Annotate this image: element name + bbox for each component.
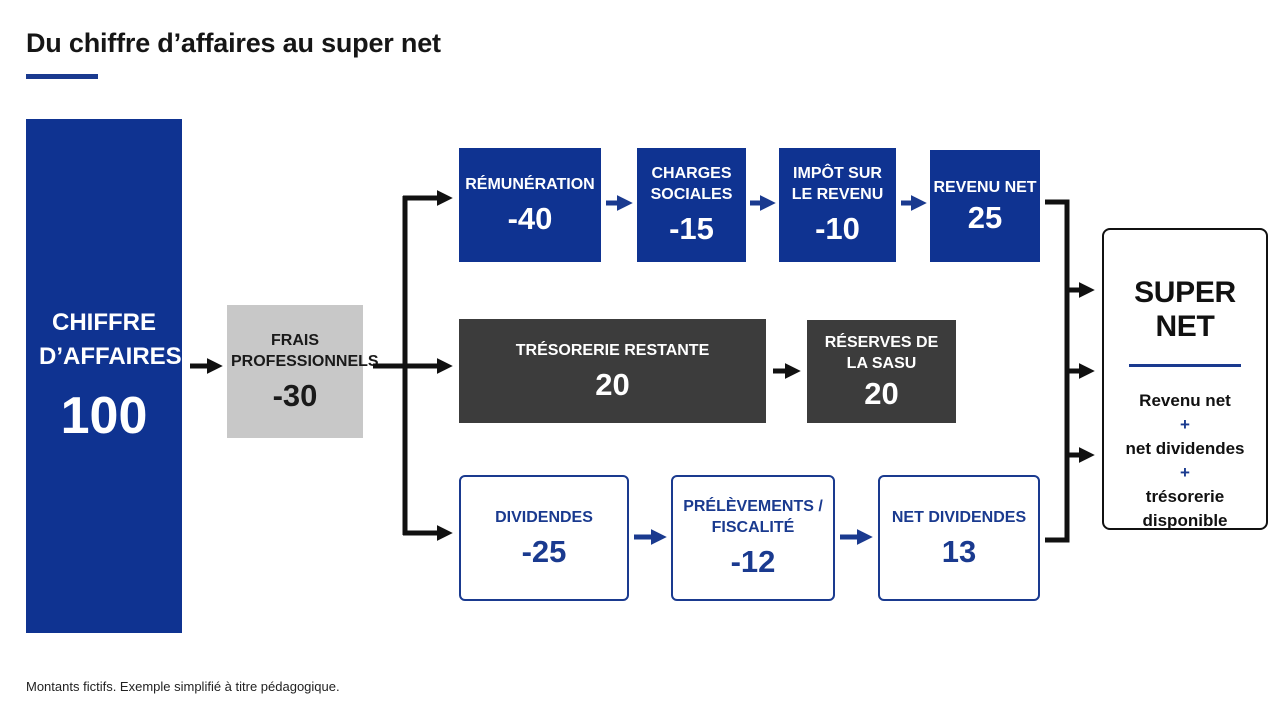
- dividendes-label: DIVIDENDES: [495, 508, 593, 526]
- node-impot-revenu: IMPÔT SUR LE REVENU -10: [779, 148, 896, 262]
- super-net-line-tresorerie: trésorerie disponible: [1142, 487, 1228, 530]
- dividendes-value: -25: [521, 533, 567, 569]
- frais-pro-value: -30: [272, 377, 318, 413]
- prelevements-label: PRÉLÈVEMENTS / FISCALITÉ: [683, 498, 823, 536]
- net-dividendes-label: NET DIVIDENDES: [891, 508, 1027, 526]
- node-charges-sociales: CHARGES SOCIALES -15: [637, 148, 746, 262]
- chiffre-affaires-label: CHIFFRE D’AFFAIRES: [39, 309, 182, 370]
- super-net-line-revenu: Revenu net: [1139, 391, 1231, 410]
- frais-pro-label: FRAIS PROFESSIONNELS: [231, 331, 379, 370]
- node-revenu-net: REVENU NET 25: [930, 150, 1040, 262]
- node-reserves-sasu: RÉSERVES DE LA SASU 20: [807, 320, 956, 423]
- footnote: Montants fictifs. Exemple simplifié à ti…: [26, 679, 340, 694]
- connector-revenu-net-bracket: [1045, 199, 1070, 290]
- node-frais-professionnels: FRAIS PROFESSIONNELS -30: [227, 305, 379, 438]
- node-net-dividendes: NET DIVIDENDES 13: [878, 475, 1040, 601]
- super-net-plus-1: +: [1180, 415, 1190, 434]
- super-net-line-dividendes: net dividendes: [1125, 439, 1245, 458]
- node-chiffre-affaires: CHIFFRE D’AFFAIRES 100: [26, 119, 182, 633]
- impot-revenu-value: -10: [815, 211, 860, 246]
- tresorerie-restante-value: 20: [595, 366, 630, 402]
- node-dividendes: DIVIDENDES -25: [459, 475, 629, 601]
- super-net-divider: [1129, 364, 1241, 367]
- chiffre-affaires-value: 100: [60, 387, 148, 445]
- revenu-net-value: 25: [967, 199, 1003, 235]
- title-underline: [26, 74, 98, 79]
- reserves-sasu-label: RÉSERVES DE LA SASU: [824, 333, 939, 372]
- net-dividendes-value: 13: [941, 533, 977, 569]
- remuneration-label: RÉMUNÉRATION: [465, 175, 595, 193]
- super-net-title: SUPER NET: [1134, 276, 1236, 343]
- node-tresorerie-restante: TRÉSORERIE RESTANTE 20: [459, 319, 766, 423]
- node-prelevements-fiscalite: PRÉLÈVEMENTS / FISCALITÉ -12: [671, 475, 835, 601]
- prelevements-value: -12: [730, 544, 776, 579]
- node-super-net: SUPER NET Revenu net + net dividendes + …: [1102, 228, 1268, 530]
- page-title: Du chiffre d’affaires au super net: [26, 28, 441, 58]
- charges-sociales-value: -15: [669, 211, 714, 246]
- super-net-plus-2: +: [1180, 463, 1190, 482]
- node-remuneration: RÉMUNÉRATION -40: [459, 148, 601, 262]
- charges-sociales-label: CHARGES SOCIALES: [650, 165, 733, 203]
- connector-net-dividendes-bracket: [1045, 455, 1070, 543]
- remuneration-value: -40: [507, 200, 553, 236]
- impot-revenu-label: IMPÔT SUR LE REVENU: [791, 165, 884, 203]
- reserves-sasu-value: 20: [864, 375, 899, 411]
- tresorerie-restante-label: TRÉSORERIE RESTANTE: [515, 341, 710, 359]
- revenu-net-label: REVENU NET: [933, 178, 1037, 196]
